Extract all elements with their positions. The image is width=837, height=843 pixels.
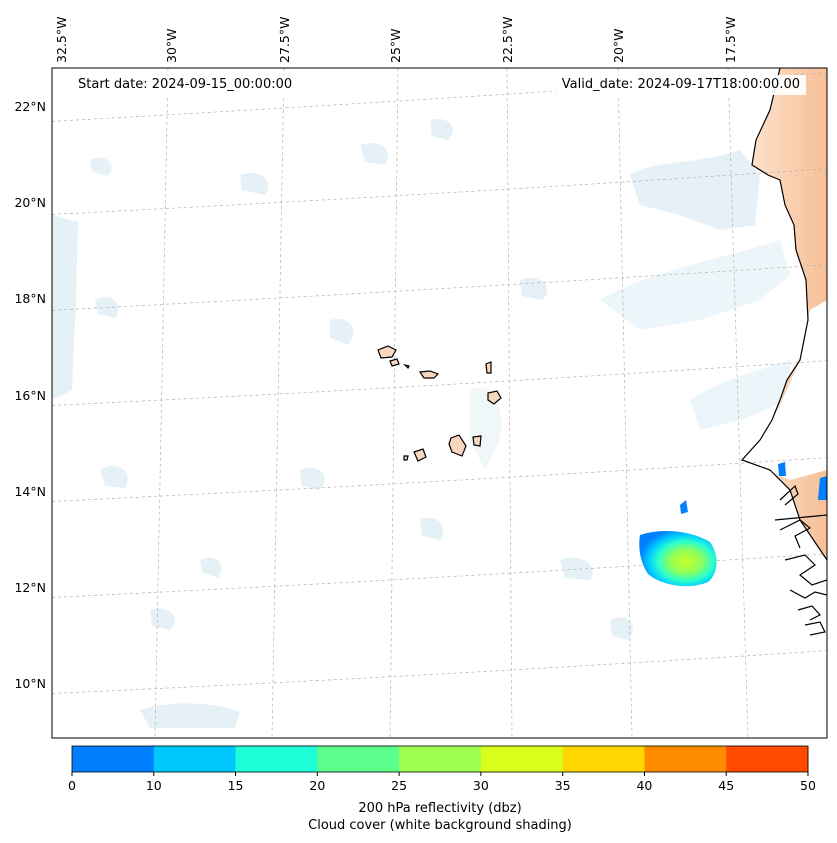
lon-label: 17.5°W xyxy=(723,17,738,63)
map-frame xyxy=(51,67,828,739)
lat-label: 16°N xyxy=(14,388,46,403)
reflectivity-cell xyxy=(639,462,827,587)
colorbar-segments xyxy=(72,746,809,772)
start-date-label: Start date: 2024-09-15_00:00:00 xyxy=(72,75,299,95)
cloud-cover-shading xyxy=(52,118,790,728)
longitude-labels: 32.5°W 30°W 27.5°W 25°W 22.5°W 20°W 17.5… xyxy=(54,17,738,63)
colorbar-sublabel: Cloud cover (white background shading) xyxy=(308,818,572,833)
colorbar-tick-label: 10 xyxy=(146,778,162,793)
lat-label: 22°N xyxy=(14,99,46,114)
lon-label: 27.5°W xyxy=(277,17,292,63)
valid-date-label: Valid_date: 2024-09-17T18:00:00.00 xyxy=(555,75,806,95)
colorbar-tick-label: 40 xyxy=(636,778,652,793)
colorbar-segment xyxy=(72,746,155,772)
map-panel xyxy=(52,68,827,738)
coastline xyxy=(740,68,827,636)
colorbar-segment xyxy=(317,746,400,772)
lon-label: 25°W xyxy=(388,28,403,63)
cape-verde-islands xyxy=(377,345,502,462)
lat-label: 18°N xyxy=(14,291,46,306)
lat-label: 14°N xyxy=(14,484,46,499)
lon-label: 20°W xyxy=(611,28,626,63)
reflectivity-colorbar: 0 10 15 20 25 30 35 40 45 50 xyxy=(68,745,816,793)
colorbar-segment xyxy=(235,746,318,772)
colorbar-segment xyxy=(153,746,237,772)
latitude-labels: 22°N 20°N 18°N 16°N 14°N 12°N 10°N xyxy=(14,99,46,691)
colorbar-tick-label: 25 xyxy=(391,778,407,793)
lon-label: 32.5°W xyxy=(54,17,69,63)
colorbar-ticks: 0 10 15 20 25 30 35 40 45 50 xyxy=(68,772,816,793)
colorbar-tick-label: 30 xyxy=(473,778,489,793)
colorbar-tick-label: 20 xyxy=(309,778,325,793)
lon-label: 22.5°W xyxy=(500,17,515,63)
lon-label: 30°W xyxy=(164,28,179,63)
colorbar-segment xyxy=(644,746,727,772)
colorbar-tick-label: 35 xyxy=(555,778,571,793)
colorbar-segment xyxy=(480,746,564,772)
colorbar-label: 200 hPa reflectivity (dbz) xyxy=(358,801,522,816)
colorbar-segment xyxy=(562,746,645,772)
colorbar-tick-label: 0 xyxy=(68,778,76,793)
colorbar-segment xyxy=(726,746,809,772)
lat-label: 20°N xyxy=(14,195,46,210)
lat-label: 10°N xyxy=(14,676,46,691)
lat-label: 12°N xyxy=(14,580,46,595)
colorbar-tick-label: 15 xyxy=(228,778,244,793)
colorbar-tick-label: 50 xyxy=(800,778,816,793)
colorbar-segment xyxy=(399,746,482,772)
colorbar-frame xyxy=(71,745,809,773)
graticule xyxy=(52,68,827,738)
colorbar-tick-label: 45 xyxy=(718,778,734,793)
